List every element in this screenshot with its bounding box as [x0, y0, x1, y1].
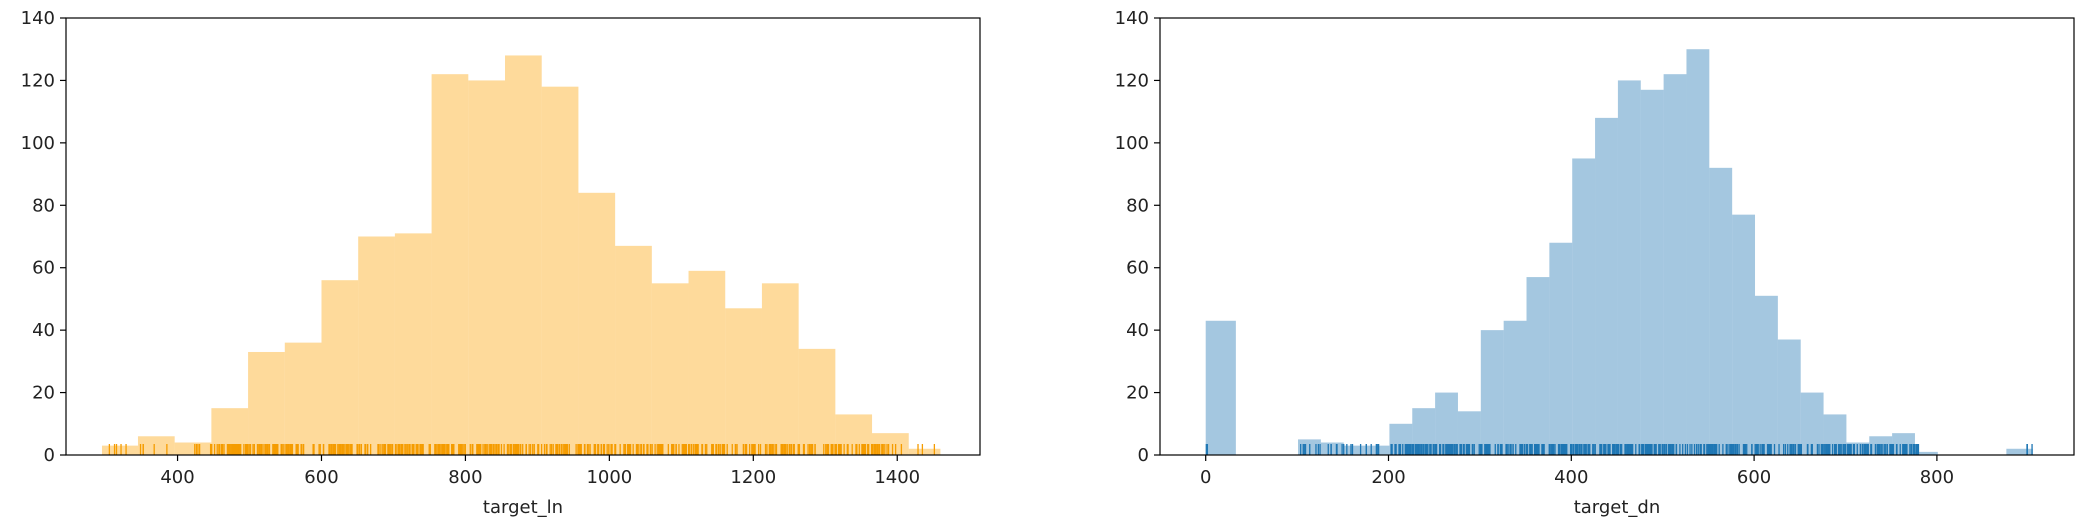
histogram-bar [1640, 89, 1664, 456]
histogram-bar [431, 74, 469, 455]
x-tick-label: 1000 [586, 467, 632, 488]
histogram-bar [1549, 242, 1573, 455]
histogram-bar [1777, 339, 1801, 455]
x-tick-label: 800 [1920, 467, 1954, 488]
histogram-bar [1480, 330, 1504, 455]
histogram-bar [505, 55, 542, 455]
y-tick-label: 120 [1115, 70, 1149, 91]
histogram-bar [1503, 320, 1527, 455]
histogram-bar [1914, 451, 1938, 455]
histogram-bar [284, 342, 322, 455]
histogram-bar [248, 351, 285, 455]
histogram-bar [615, 245, 652, 455]
y-tick-label: 0 [44, 445, 55, 466]
x-tick-label: 600 [304, 467, 338, 488]
histogram-bar [1320, 442, 1344, 455]
histogram-bar [1709, 167, 1733, 456]
histogram-bar [761, 283, 799, 455]
y-tick-label: 100 [21, 133, 55, 154]
y-tick-label: 120 [21, 70, 55, 91]
histogram-bar [908, 448, 941, 455]
x-tick-label: 800 [448, 467, 482, 488]
histogram-bar [468, 80, 506, 455]
histogram-bar [1205, 320, 1236, 455]
x-tick-label: 0 [1200, 467, 1211, 488]
histogram-bar [1663, 74, 1687, 455]
histogram-target-dn: 0 200 400 600 800 0 20 40 60 80 100 120 140 target_dn [1115, 8, 2075, 518]
x-tick-label: 600 [1737, 467, 1771, 488]
histogram-bar [541, 86, 579, 456]
histogram-bar [101, 445, 138, 455]
histogram-target-ln: 400 600 800 1000 1200 1400 0 20 40 60 80 100 120 140 t… [21, 8, 981, 518]
histogram-bar [1412, 408, 1436, 455]
histogram-bar [578, 192, 616, 456]
rug-plot [108, 444, 936, 455]
y-tick-label: 60 [32, 258, 55, 279]
y-tick-label: 40 [1126, 320, 1149, 341]
histogram-bar [1755, 295, 1778, 455]
histogram-bar [1572, 158, 1596, 455]
histogram-bar [1800, 392, 1824, 455]
x-tick-label: 400 [1554, 467, 1588, 488]
y-tick-label: 100 [1115, 133, 1149, 154]
rug-plot [1205, 444, 2033, 455]
y-tick-label: 80 [1126, 195, 1149, 216]
x-axis-label: target_ln [483, 497, 563, 518]
x-axis-label: target_dn [1574, 497, 1661, 518]
y-tick-label: 0 [1138, 445, 1149, 466]
histogram-bar [688, 270, 726, 455]
histogram-bar [174, 442, 212, 455]
histogram-bar [1343, 445, 1367, 455]
x-tick-label: 1200 [730, 467, 776, 488]
histogram-bar [1617, 80, 1641, 455]
histogram-bar [1595, 117, 1618, 455]
histogram-bar [651, 283, 689, 455]
y-tick-label: 140 [21, 8, 55, 29]
y-tick-label: 60 [1126, 258, 1149, 279]
y-tick-label: 80 [32, 195, 55, 216]
histogram-bar [1435, 392, 1458, 455]
histogram-bar [137, 436, 175, 455]
y-tick-label: 20 [32, 383, 55, 404]
y-tick-label: 140 [1115, 8, 1149, 29]
y-tick-label: 40 [32, 320, 55, 341]
x-tick-label: 1400 [874, 467, 920, 488]
y-tick-label: 20 [1126, 383, 1149, 404]
axes-frame [65, 17, 981, 456]
histogram-bar [1526, 277, 1550, 455]
histogram-bar [1732, 214, 1756, 455]
axes-frame [1159, 17, 2075, 456]
histogram-bar [725, 308, 762, 455]
histogram-bar [798, 348, 836, 455]
histogram-bar [1686, 49, 1710, 455]
x-tick-label: 400 [160, 467, 194, 488]
histogram-bar [321, 280, 359, 455]
histogram-bar [394, 233, 432, 455]
x-tick-label: 200 [1371, 467, 1405, 488]
histogram-bar [2006, 448, 2033, 455]
histogram-bar [358, 236, 395, 455]
